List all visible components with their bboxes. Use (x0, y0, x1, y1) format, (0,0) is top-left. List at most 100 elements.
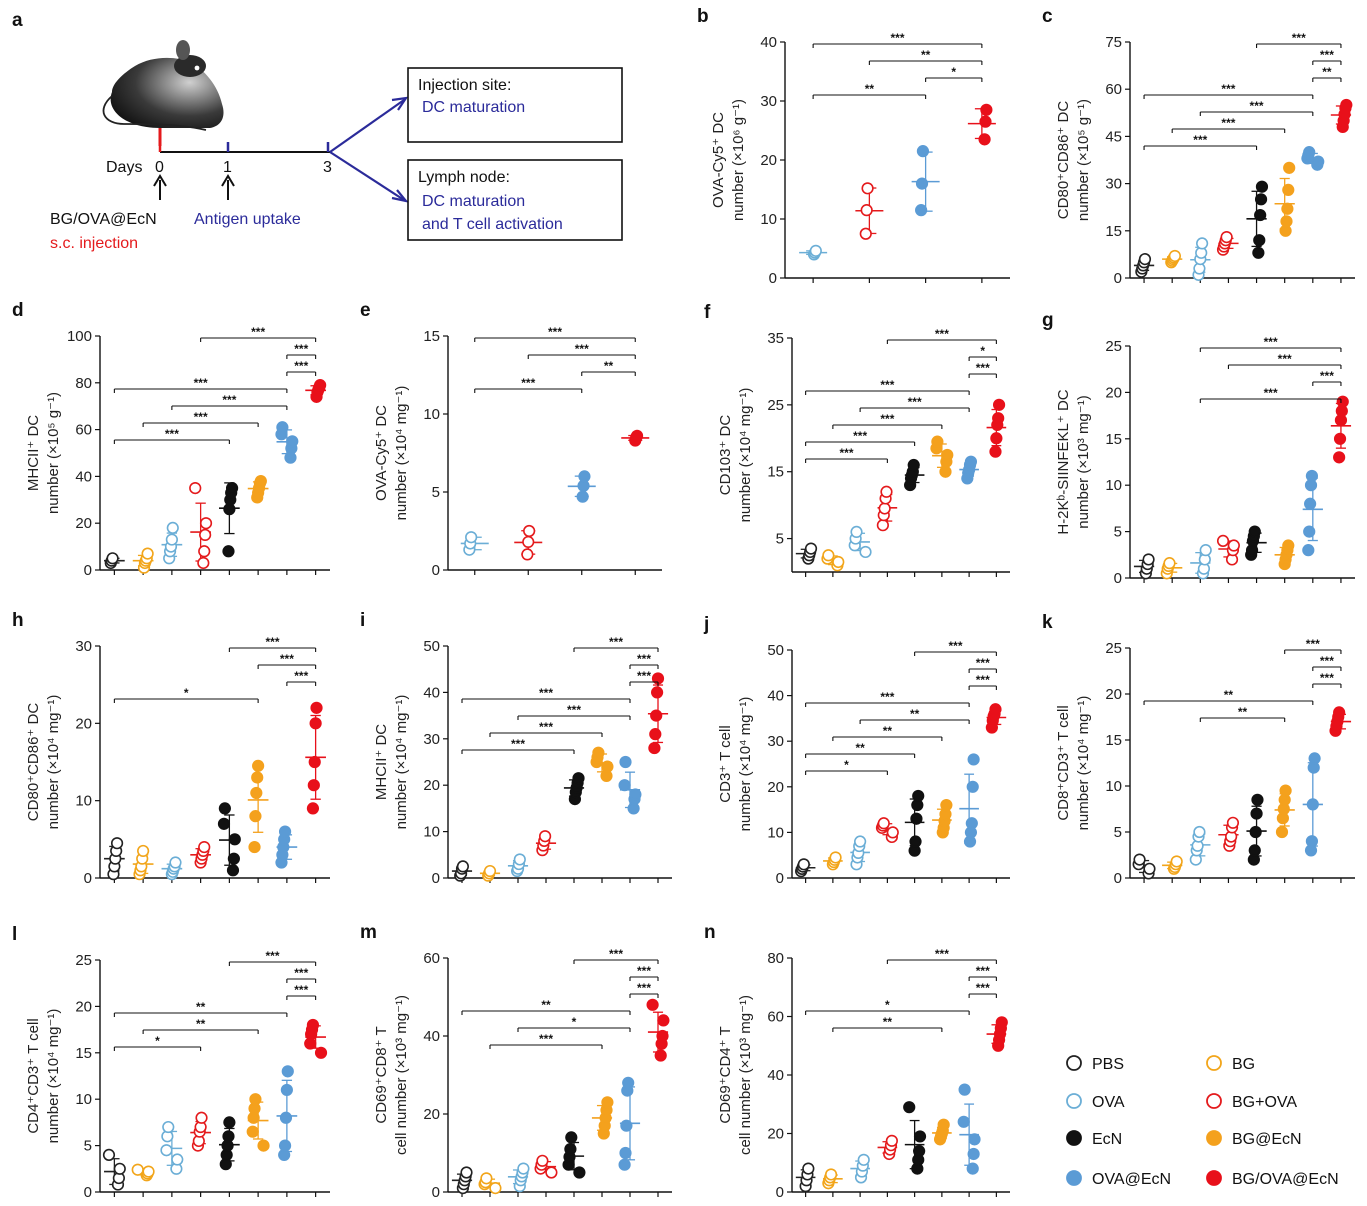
data-point (916, 145, 930, 158)
y-tick-label: 0 (432, 870, 440, 887)
sig-label: *** (1320, 369, 1334, 383)
data-point (619, 755, 632, 769)
y-axis-label: CD103⁺ DC (717, 415, 734, 496)
data-point (1336, 395, 1349, 408)
data-point (860, 204, 873, 217)
data-point (110, 837, 124, 850)
data-point (913, 1144, 926, 1158)
y-tick-label: 10 (75, 1091, 92, 1108)
sig-label: *** (1320, 654, 1334, 668)
data-point (228, 833, 241, 846)
panel-letter-l: l (12, 924, 17, 945)
data-point (1308, 752, 1321, 765)
data-point (278, 825, 292, 838)
data-point (804, 542, 818, 555)
sig-label: *** (280, 652, 294, 666)
sig-label: *** (251, 325, 265, 339)
data-point (850, 525, 863, 538)
y-axis-label: number (×10⁴ mg⁻¹) (737, 697, 754, 832)
sig-label: *** (976, 361, 990, 375)
data-point (197, 556, 210, 570)
data-point (1220, 230, 1233, 244)
y-axis-label: CD80⁺CD86⁺ DC (1055, 101, 1072, 220)
panel-j: j 0 10 20 30 40 50 CD3⁺ T cell number (×10⁴ mg⁻¹… (703, 614, 1010, 887)
data-point (276, 421, 289, 434)
y-tick-label: 20 (75, 998, 92, 1015)
data-point (886, 826, 899, 839)
y-tick-label: 0 (1114, 870, 1122, 887)
data-point (160, 1144, 173, 1157)
data-point (989, 703, 1002, 716)
data-point (989, 445, 1002, 458)
timeline: Days 0 1 3 BG/OVA@EcN s.c. injection Ant… (50, 142, 332, 252)
data-point (1248, 844, 1261, 857)
y-tick-label: 5 (1114, 524, 1122, 541)
y-tick-label: 60 (1105, 81, 1122, 98)
y-tick-label: 80 (75, 375, 92, 392)
sig-label: *** (880, 690, 894, 704)
data-point (990, 432, 1003, 445)
data-point (227, 852, 240, 865)
sig-label: *** (935, 327, 949, 341)
sig-label: ** (196, 1017, 206, 1031)
sig-label: *** (265, 949, 279, 963)
panel-letter-i: i (360, 610, 365, 631)
sig-label: *** (521, 376, 535, 390)
y-axis-label: cell number (×10³ mg⁻¹) (737, 995, 754, 1155)
data-point (141, 547, 154, 560)
data-point (941, 448, 954, 462)
y-tick-label: 5 (84, 1138, 92, 1155)
data-point (1282, 183, 1295, 196)
data-point (915, 204, 928, 217)
y-tick-label: 0 (432, 562, 440, 579)
data-point (1170, 855, 1183, 868)
data-point (910, 812, 923, 825)
data-point (909, 835, 922, 848)
data-point (308, 755, 321, 769)
sig-label: *** (1193, 133, 1207, 147)
y-tick-label: 15 (75, 1045, 92, 1062)
panel-k: k 0 5 10 15 20 25 CD8⁺CD3⁺ T cell number (×10⁴ m… (1042, 612, 1355, 887)
data-point (489, 1181, 502, 1195)
data-point (1340, 98, 1353, 112)
branch-arrows (329, 96, 409, 203)
data-point (620, 1119, 633, 1132)
y-axis-label: CD4⁺CD3⁺ T cell (25, 1018, 42, 1133)
y-tick-label: 45 (1105, 128, 1122, 145)
legend-label: BG (1232, 1056, 1255, 1073)
data-point (1168, 249, 1181, 263)
sig-label: *** (637, 981, 651, 995)
y-tick-label: 40 (75, 468, 92, 485)
data-point (538, 830, 552, 843)
panel-letter-m: m (360, 922, 377, 943)
y-tick-label: 20 (423, 777, 440, 794)
days-label: Days (106, 159, 142, 176)
panel-letter-f: f (704, 302, 711, 323)
panel-letter-k: k (1042, 612, 1053, 633)
data-point (650, 686, 664, 699)
y-tick-label: 40 (767, 688, 784, 705)
legend-label: BG+OVA (1232, 1094, 1297, 1111)
data-point (1133, 853, 1146, 866)
sig-label: *** (880, 378, 894, 392)
data-point (1303, 525, 1316, 538)
panel-letter-c: c (1042, 6, 1053, 27)
sig-label: *** (194, 410, 208, 424)
data-point (618, 779, 631, 792)
data-point (649, 728, 662, 741)
data-point (249, 1093, 262, 1106)
y-tick-label: 25 (75, 952, 92, 969)
sig-label: *** (976, 964, 990, 978)
data-point (861, 182, 874, 195)
mouse-icon (102, 40, 224, 146)
data-point (1304, 497, 1317, 510)
data-point (1312, 155, 1325, 168)
sig-label: *** (1264, 335, 1278, 349)
sig-label: * (155, 1034, 160, 1048)
data-point (878, 502, 891, 515)
data-point (809, 244, 822, 257)
data-point (980, 103, 993, 116)
